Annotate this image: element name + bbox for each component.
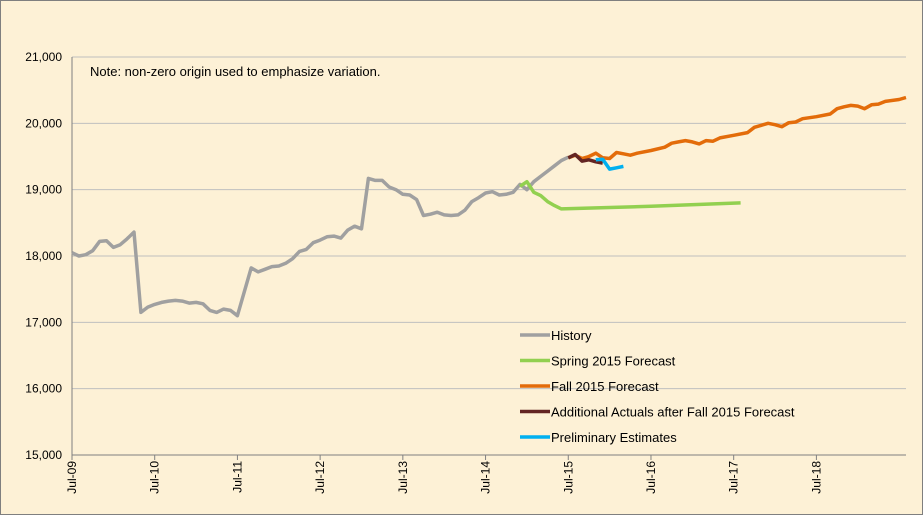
annotation: Note: non-zero origin used to emphasize … <box>90 64 381 79</box>
series-line <box>567 95 907 161</box>
legend-label: Additional Actuals after Fall 2015 Forec… <box>551 405 795 420</box>
x-tick-label: Jul-15 <box>561 461 575 494</box>
legend-label: Preliminary Estimates <box>551 430 677 445</box>
x-tick-label: Jul-14 <box>479 461 493 494</box>
y-tick-label: 17,000 <box>25 315 62 329</box>
y-tick-label: 18,000 <box>25 249 62 263</box>
y-tick-label: 16,000 <box>25 382 62 396</box>
x-tick-label: Jul-16 <box>644 461 658 494</box>
x-tick-label: Jul-17 <box>727 461 741 494</box>
series-line <box>567 152 604 165</box>
legend-label: History <box>551 328 592 343</box>
legend-label: Spring 2015 Forecast <box>551 354 676 369</box>
series-line <box>519 179 741 211</box>
x-tick-label: Jul-18 <box>809 461 823 494</box>
x-tick-label: Jul-09 <box>65 461 79 494</box>
series-line <box>595 157 624 171</box>
y-tick-label: 19,000 <box>25 183 62 197</box>
series-line <box>71 155 570 318</box>
y-tick-label: 15,000 <box>25 448 62 462</box>
x-tick-label: Jul-10 <box>148 461 162 494</box>
x-tick-label: Jul-13 <box>396 461 410 494</box>
x-tick-label: Jul-11 <box>230 461 244 493</box>
y-tick-label: 21,000 <box>25 50 62 64</box>
legend-label: Fall 2015 Forecast <box>551 379 659 394</box>
x-tick-label: Jul-12 <box>313 461 327 494</box>
y-tick-label: 20,000 <box>25 116 62 130</box>
